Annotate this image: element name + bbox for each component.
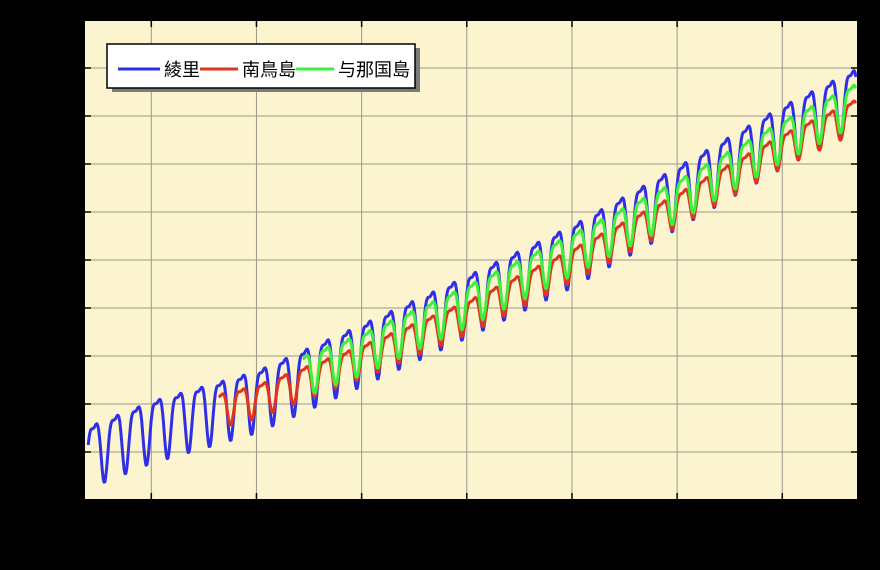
legend-box [106,43,416,89]
x-tick-label: 2010 [549,515,595,536]
y-axis: 340 350 360 370 380 390 400 410 420 430 440 [44,11,858,512]
series-group [86,69,858,484]
x-axis-label: 年 [461,547,480,566]
legend-label-ryori: 綾里 [164,60,200,81]
y-tick-label: 430 [44,59,78,80]
y-tick-label: 410 [44,155,78,176]
y-tick-label: 390 [44,251,78,272]
x-axis: 1990 1995 2000 2005 2010 2015 2020 [128,20,805,536]
series-line-2 [302,83,858,395]
legend: 綾里 南鳥島 与那国島 [106,43,420,92]
x-tick-label: 2015 [654,515,700,536]
y-tick-label: 400 [44,203,78,224]
x-tick-label: 2020 [759,515,805,536]
y-tick-label: 420 [44,107,78,128]
legend-label-minamitorishima: 南鳥島 [242,60,296,81]
x-tick-label: 1995 [234,515,280,536]
y-tick-label: 340 [44,491,78,512]
y-tick-label: 350 [44,443,78,464]
series-line-1 [218,99,858,427]
legend-label-yonagunijima: 与那国島 [338,60,410,81]
y-tick-label: 440 [44,11,78,32]
y-tick-label: 360 [44,395,78,416]
y-tick-label: 370 [44,347,78,368]
x-tick-label: 2000 [339,515,385,536]
y-axis-label: 二酸化炭素濃度（ppm） [9,153,31,367]
series-line-0 [86,69,858,484]
x-tick-label: 1990 [128,515,174,536]
x-tick-label: 2005 [444,515,490,536]
y-tick-label: 380 [44,299,78,320]
